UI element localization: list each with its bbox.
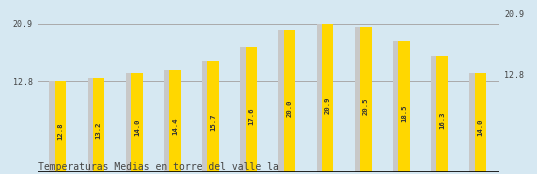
Text: 16.3: 16.3	[439, 111, 445, 129]
Bar	[164, 70, 175, 172]
Text: 14.0: 14.0	[477, 119, 483, 136]
Bar	[93, 78, 104, 172]
Bar	[393, 41, 404, 172]
Bar	[317, 24, 327, 172]
Text: Temperaturas Medias en torre del valle la: Temperaturas Medias en torre del valle l…	[38, 162, 279, 172]
Bar	[55, 81, 66, 172]
Bar	[475, 73, 486, 172]
Text: 18.5: 18.5	[401, 104, 407, 122]
Text: 15.7: 15.7	[210, 113, 216, 131]
Bar	[437, 56, 448, 172]
Bar	[240, 47, 251, 172]
Bar	[245, 47, 257, 172]
Bar	[88, 78, 98, 172]
Bar	[207, 61, 219, 172]
Bar	[431, 56, 442, 172]
Bar	[49, 81, 60, 172]
Bar	[398, 41, 410, 172]
Text: 20.5: 20.5	[363, 98, 369, 115]
Text: 14.4: 14.4	[172, 117, 178, 135]
Bar	[469, 73, 480, 172]
Bar	[169, 70, 181, 172]
Bar	[355, 27, 366, 172]
Bar	[126, 73, 136, 172]
Text: 20.0: 20.0	[287, 100, 293, 117]
Bar	[131, 73, 142, 172]
Text: 12.8: 12.8	[57, 122, 63, 140]
Text: 20.9: 20.9	[325, 97, 331, 114]
Text: 13.2: 13.2	[96, 121, 101, 139]
Text: 17.6: 17.6	[248, 107, 255, 125]
Bar	[360, 27, 372, 172]
Bar	[278, 30, 289, 172]
Bar	[284, 30, 295, 172]
Bar	[322, 24, 333, 172]
Bar	[202, 61, 213, 172]
Text: 14.0: 14.0	[134, 119, 140, 136]
